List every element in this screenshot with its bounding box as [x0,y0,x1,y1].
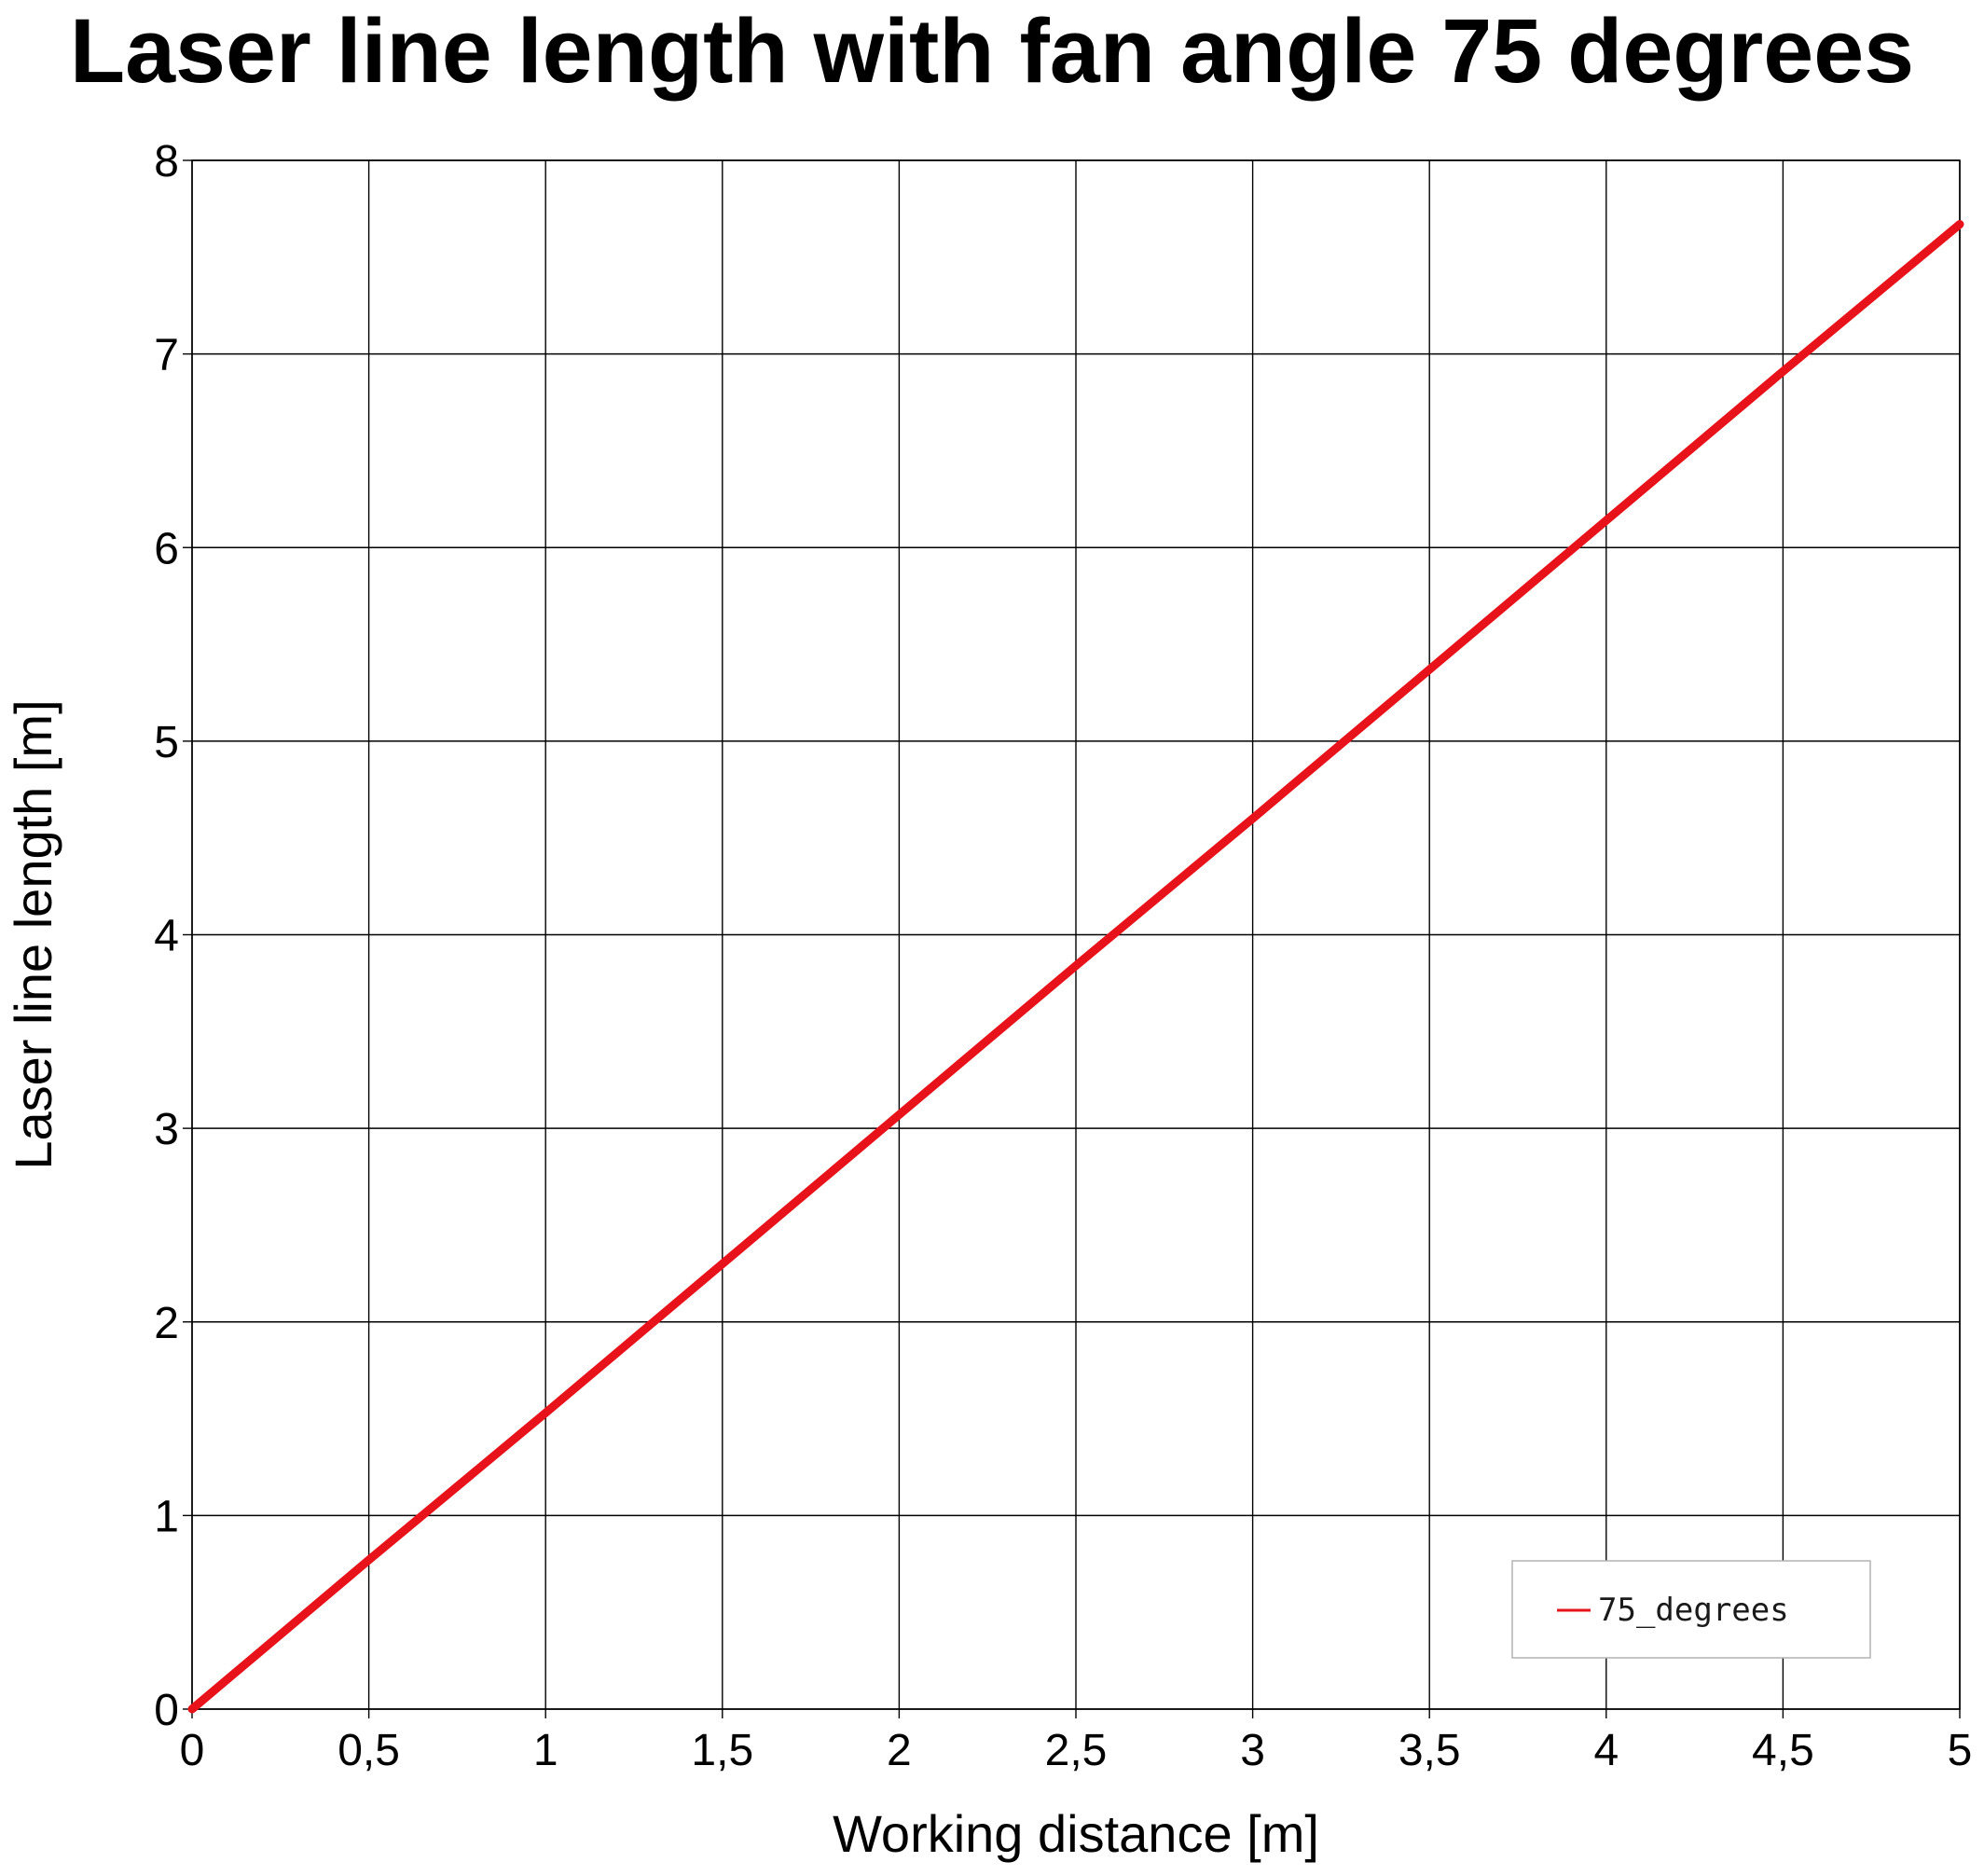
x-tick-label: 5 [1948,1726,1973,1775]
y-tick-label: 0 [154,1686,179,1735]
y-tick-label: 6 [154,524,179,573]
y-tick-label: 1 [154,1492,179,1541]
y-tick-label: 4 [154,912,179,961]
y-tick-label: 8 [154,137,179,186]
x-tick-label: 1,5 [691,1726,753,1775]
y-tick-label: 3 [154,1105,179,1154]
series-line-0 [187,220,1964,1714]
series [187,220,1964,1714]
y-tick-label: 7 [154,331,179,380]
y-tick-label: 2 [154,1299,179,1348]
x-tick-label: 0,5 [338,1726,400,1775]
y-tick-labels: 0 1 2 3 4 5 6 7 8 [154,137,179,1735]
x-tick-label: 3,5 [1398,1726,1461,1775]
x-tick-label: 3 [1240,1726,1265,1775]
x-axis-label: Working distance [m] [833,1804,1319,1863]
x-tick-labels: 0 0,5 1 1,5 2 2,5 3 3,5 4 4,5 5 [180,1726,1973,1775]
x-tick-label: 4,5 [1752,1726,1814,1775]
x-tick-label: 2,5 [1045,1726,1108,1775]
x-tick-label: 1 [533,1726,558,1775]
legend: 75_degrees [1511,1560,1871,1659]
x-tick-label: 0 [180,1726,205,1775]
x-tick-label: 2 [887,1726,912,1775]
x-tick-label: 4 [1593,1726,1619,1775]
chart-title: Laser line length with fan angle 75 degr… [70,0,1914,102]
legend-label: 75_degrees [1598,1592,1789,1629]
plot-area-frame [191,159,1961,1710]
y-axis-label: Laser line length [m] [4,699,62,1169]
grid [183,159,1961,1718]
y-tick-label: 5 [154,718,179,767]
